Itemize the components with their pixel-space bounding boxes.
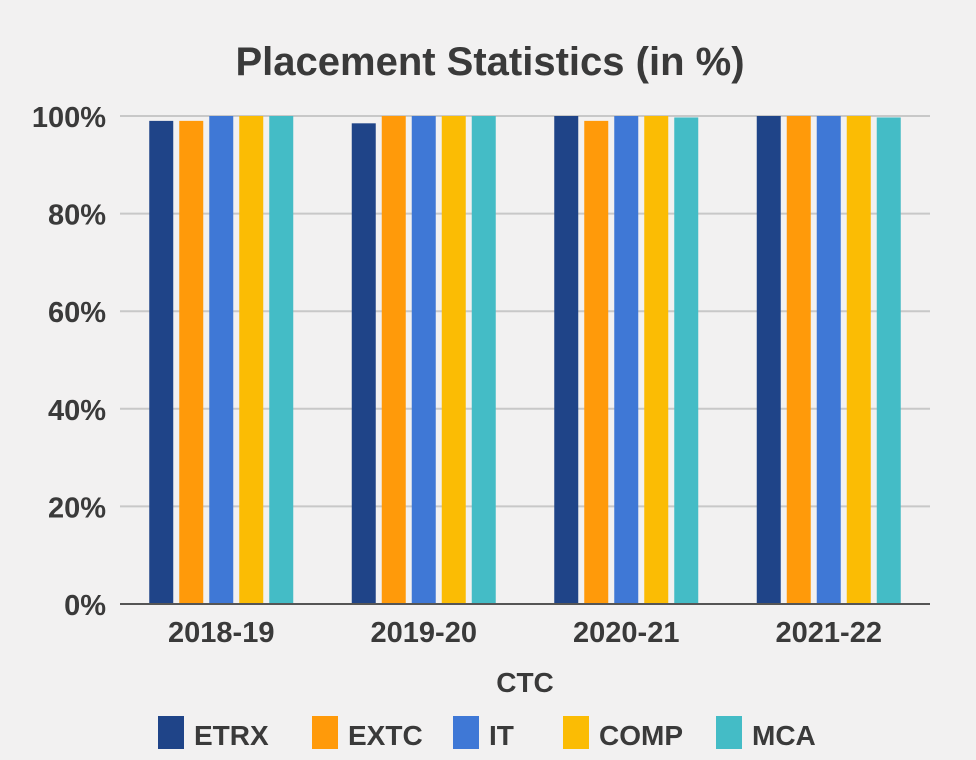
bar-it-2020-21 — [614, 116, 639, 604]
x-axis-ticks: 2018-19 2019-20 2020-21 2021-22 — [168, 617, 882, 649]
legend-label: EXTC — [348, 720, 423, 751]
x-tick-label: 2018-19 — [168, 617, 274, 649]
bar-comp-2019-20 — [441, 116, 466, 604]
y-axis-ticks: 0% 20% 40% 60% 80% 100% — [32, 102, 106, 622]
x-axis-label: CTC — [496, 667, 554, 698]
bar-etrx-2020-21 — [554, 116, 579, 604]
x-tick-label: 2019-20 — [371, 617, 477, 649]
bars — [149, 116, 901, 605]
bar-comp-2020-21 — [644, 116, 669, 604]
y-tick-label: 80% — [48, 200, 106, 232]
legend: ETRX EXTC IT COMP MCA — [158, 716, 816, 751]
y-tick-label: 20% — [48, 492, 106, 524]
legend-item-it: IT — [453, 716, 514, 751]
bar-etrx-2021-22 — [756, 116, 781, 604]
legend-label: ETRX — [194, 720, 269, 751]
y-tick-label: 100% — [32, 102, 106, 134]
bar-it-2019-20 — [411, 116, 436, 604]
x-tick-label: 2021-22 — [776, 617, 882, 649]
legend-label: COMP — [599, 720, 683, 751]
bar-mca-2020-21 — [674, 117, 699, 605]
bar-it-2021-22 — [816, 116, 841, 604]
bar-etrx-2019-20 — [351, 123, 376, 604]
y-tick-label: 40% — [48, 395, 106, 427]
legend-swatch — [453, 716, 479, 749]
legend-swatch — [716, 716, 742, 749]
legend-swatch — [563, 716, 589, 749]
bar-comp-2021-22 — [846, 116, 871, 604]
bar-extc-2021-22 — [786, 116, 811, 604]
bar-mca-2018-19 — [269, 116, 294, 604]
bar-extc-2020-21 — [584, 120, 609, 604]
legend-item-extc: EXTC — [312, 716, 423, 751]
legend-label: MCA — [752, 720, 816, 751]
legend-item-mca: MCA — [716, 716, 816, 751]
chart-title: Placement Statistics (in %) — [235, 40, 744, 84]
bar-extc-2018-19 — [179, 120, 204, 604]
legend-item-comp: COMP — [563, 716, 683, 751]
legend-label: IT — [489, 720, 514, 751]
x-tick-label: 2020-21 — [573, 617, 679, 649]
bar-mca-2021-22 — [876, 117, 901, 605]
y-tick-label: 60% — [48, 297, 106, 329]
bar-extc-2019-20 — [381, 116, 406, 604]
bar-comp-2018-19 — [239, 116, 264, 604]
bar-etrx-2018-19 — [149, 120, 174, 604]
legend-swatch — [158, 716, 184, 749]
bar-mca-2019-20 — [471, 116, 496, 604]
legend-swatch — [312, 716, 338, 749]
y-tick-label: 0% — [64, 590, 106, 622]
bar-it-2018-19 — [209, 116, 234, 604]
legend-item-etrx: ETRX — [158, 716, 269, 751]
